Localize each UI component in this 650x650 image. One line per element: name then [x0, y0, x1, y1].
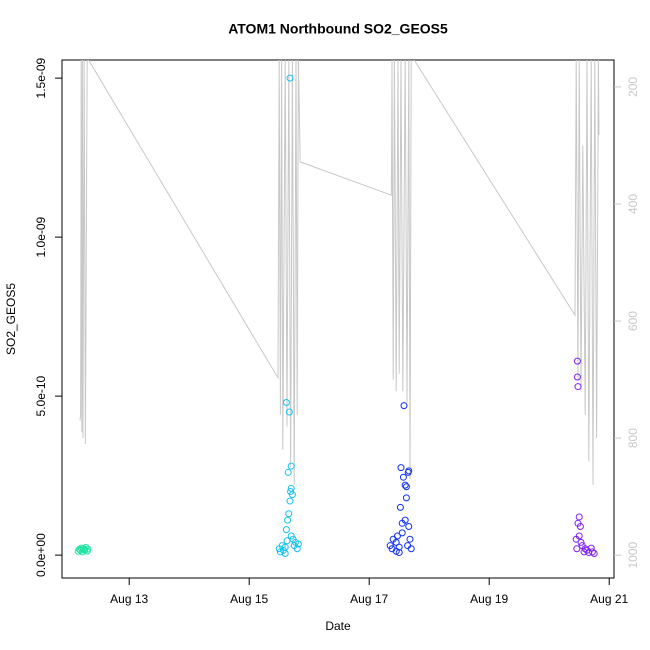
point [293, 545, 301, 553]
point [393, 532, 401, 540]
point [400, 402, 408, 410]
y-tick-label: 1.0e-09 [34, 216, 48, 257]
point [575, 513, 583, 521]
point [574, 383, 582, 391]
point [404, 542, 412, 550]
point [282, 526, 290, 534]
x-tick-label: Aug 15 [230, 592, 268, 606]
point [395, 549, 403, 557]
x-tick-label: Aug 19 [470, 592, 508, 606]
y2-tick-label: 600 [626, 311, 640, 331]
point [405, 522, 413, 530]
point [287, 462, 295, 470]
y-tick-label: 1.5e-09 [34, 57, 48, 98]
point [396, 503, 404, 511]
point [286, 497, 294, 505]
y-tick-label: 5.0e-10 [34, 375, 48, 416]
y2-tick-label: 400 [626, 194, 640, 214]
x-tick-label: Aug 21 [590, 592, 628, 606]
point [574, 519, 582, 527]
point [573, 373, 581, 381]
x-axis-label: Date [325, 619, 351, 633]
y-axis-label: SO2_GEOS5 [4, 283, 18, 355]
point [573, 357, 581, 365]
point [287, 488, 295, 496]
point [286, 74, 294, 82]
point [282, 398, 290, 406]
point [397, 464, 405, 472]
point [407, 545, 415, 553]
plot-area [74, 60, 600, 558]
pressure-line [79, 60, 600, 485]
x-tick-label: Aug 13 [110, 592, 148, 606]
y2-tick-label: 200 [626, 77, 640, 97]
point [284, 516, 292, 524]
point [294, 540, 302, 548]
point [287, 532, 295, 540]
point [588, 548, 596, 556]
point [284, 468, 292, 476]
point [590, 550, 598, 558]
point [84, 545, 92, 553]
point [587, 544, 595, 552]
point [401, 481, 409, 489]
plot-box [61, 59, 615, 579]
y2-tick-label: 1000 [626, 542, 640, 569]
point [398, 529, 406, 537]
point [399, 473, 407, 481]
point [575, 532, 583, 540]
point [402, 483, 410, 491]
y2-tick-label: 800 [626, 428, 640, 448]
point [401, 516, 409, 524]
point [285, 510, 293, 518]
point [285, 408, 293, 416]
x-tick-label: Aug 17 [350, 592, 388, 606]
point [283, 537, 291, 545]
point [573, 545, 581, 553]
point [82, 543, 90, 551]
point [577, 538, 585, 546]
point [402, 494, 410, 502]
point [404, 468, 412, 476]
chart-title: ATOM1 Northbound SO2_GEOS5 [228, 21, 448, 37]
point [281, 550, 289, 558]
point [406, 535, 414, 543]
point [287, 484, 295, 492]
y-tick-label: 0.0e+00 [34, 533, 48, 577]
